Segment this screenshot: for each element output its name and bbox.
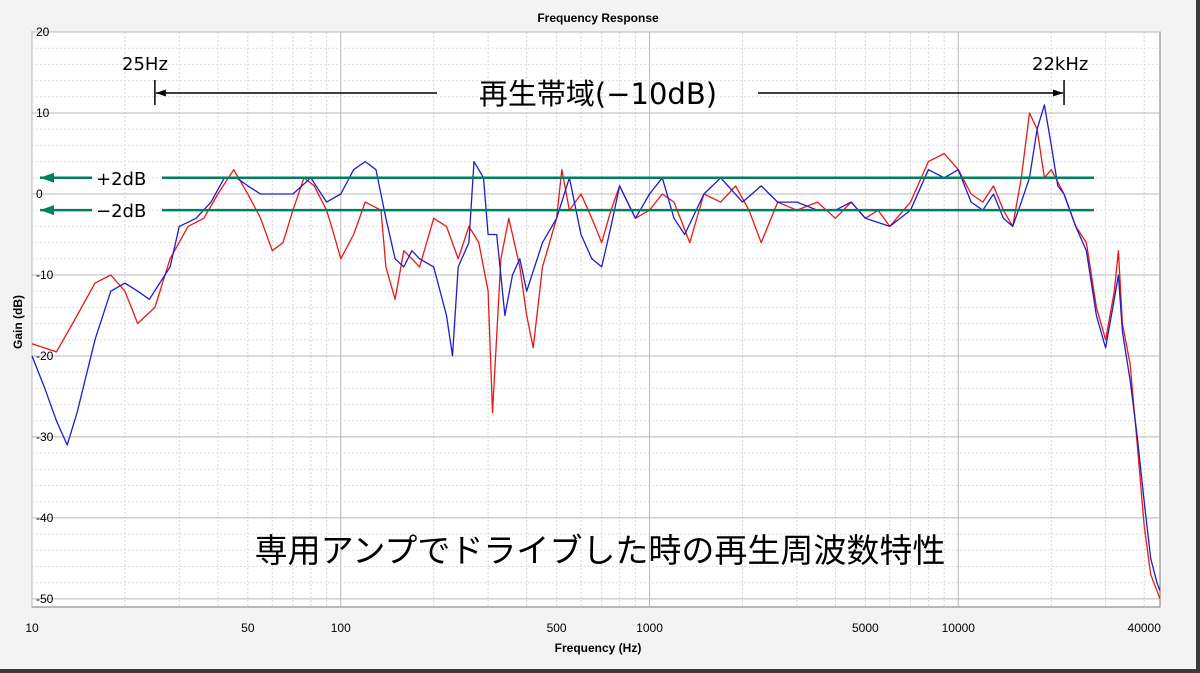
x-tick-label: 50 <box>241 621 255 635</box>
series-line-2 <box>31 104 1161 592</box>
y-axis-label: Gain (dB) <box>11 295 25 349</box>
y-tick-label: -40 <box>36 511 54 525</box>
y-tick-labels: 20 10 0 -10 -20 -30 -40 -50 <box>36 25 54 606</box>
annotation-layer: 再生帯域(−10dB) 25Hz 22kHz +2dB −2dB <box>40 54 1094 222</box>
series-layer <box>31 104 1161 600</box>
x-tick-label: 10 <box>25 621 39 635</box>
y-tick-label: -10 <box>36 268 54 282</box>
y-tick-label: -50 <box>36 592 54 606</box>
y-tick-label: 10 <box>36 106 50 120</box>
y-tick-label: -30 <box>36 430 54 444</box>
caption: 専用アンプでドライブした時の再生周波数特性 <box>255 531 946 570</box>
x-tick-labels: 10 50 100 500 1000 5000 10000 40000 <box>25 621 1161 635</box>
plot-area <box>31 31 1161 608</box>
band-left-freq: 25Hz <box>122 54 168 75</box>
grid <box>31 31 1160 607</box>
x-tick-label: 1000 <box>636 621 663 635</box>
y-tick-label: 20 <box>36 25 50 39</box>
x-tick-label: 40000 <box>1128 621 1162 635</box>
series-line-1 <box>31 112 1161 600</box>
minus-2db-label: −2dB <box>96 201 146 222</box>
x-tick-label: 100 <box>331 621 351 635</box>
x-tick-label: 5000 <box>852 621 879 635</box>
x-tick-label: 500 <box>547 621 567 635</box>
plus-2db-label: +2dB <box>96 169 146 190</box>
x-axis-label: Frequency (Hz) <box>555 641 642 655</box>
y-tick-label: 0 <box>36 187 43 201</box>
chart-title: Frequency Response <box>537 11 659 25</box>
band-right-freq: 22kHz <box>1032 54 1088 75</box>
x-tick-label: 10000 <box>942 621 976 635</box>
band-label: 再生帯域(−10dB) <box>479 77 717 111</box>
y-tick-label: -20 <box>36 349 54 363</box>
